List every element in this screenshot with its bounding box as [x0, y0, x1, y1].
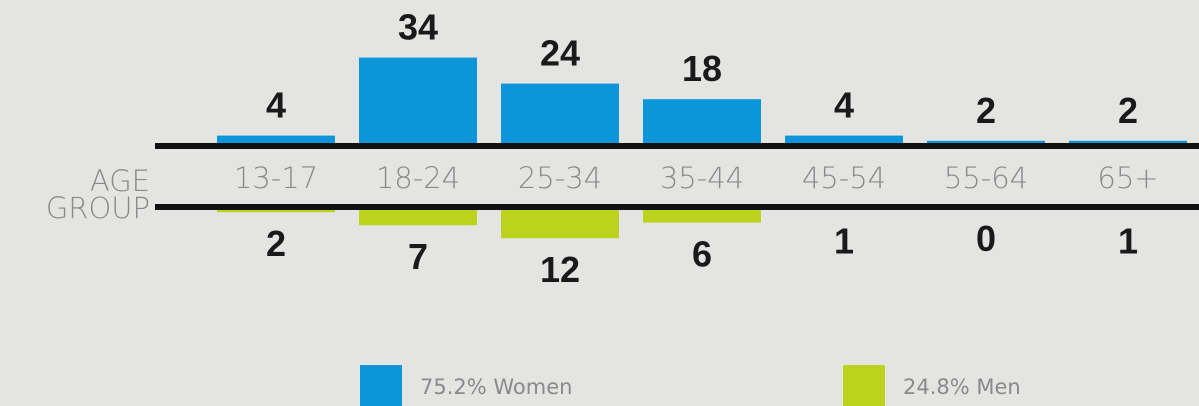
- bar: [643, 99, 761, 146]
- value-label: 34: [398, 7, 438, 48]
- legend-swatch: [843, 365, 885, 406]
- value-label: 2: [976, 90, 996, 131]
- axis-label: AGE GROUP: [45, 164, 150, 225]
- bar: [643, 207, 761, 223]
- x-tick-label: 13-17: [234, 161, 318, 195]
- x-tick-label: 25-34: [518, 161, 602, 195]
- value-label: 1: [834, 221, 854, 262]
- bar: [785, 135, 903, 146]
- value-label: 18: [682, 48, 722, 89]
- value-label: 24: [540, 33, 580, 74]
- axis-line: [155, 143, 1199, 149]
- value-label: 6: [692, 234, 712, 275]
- axis-line: [155, 204, 1199, 210]
- value-label: 2: [266, 223, 286, 264]
- bar: [501, 83, 619, 146]
- x-tick-label: 45-54: [802, 161, 886, 195]
- legend-label: 24.8% Men: [903, 375, 1021, 399]
- legend-swatch: [360, 365, 402, 406]
- bar: [359, 57, 477, 146]
- bar: [359, 207, 477, 226]
- bar: [501, 207, 619, 239]
- x-tick-label: 35-44: [660, 161, 744, 195]
- legend-label: 75.2% Women: [420, 375, 572, 399]
- value-label: 4: [834, 85, 854, 126]
- value-label: 0: [976, 218, 996, 259]
- x-tick-label: 65+: [1097, 161, 1158, 195]
- value-label: 1: [1118, 221, 1138, 262]
- value-label: 4: [266, 85, 286, 126]
- value-label: 2: [1118, 90, 1138, 131]
- x-tick-label: 18-24: [376, 161, 460, 195]
- bar: [217, 135, 335, 146]
- value-label: 12: [540, 249, 580, 290]
- value-label: 7: [408, 236, 428, 277]
- x-tick-label: 55-64: [944, 161, 1028, 195]
